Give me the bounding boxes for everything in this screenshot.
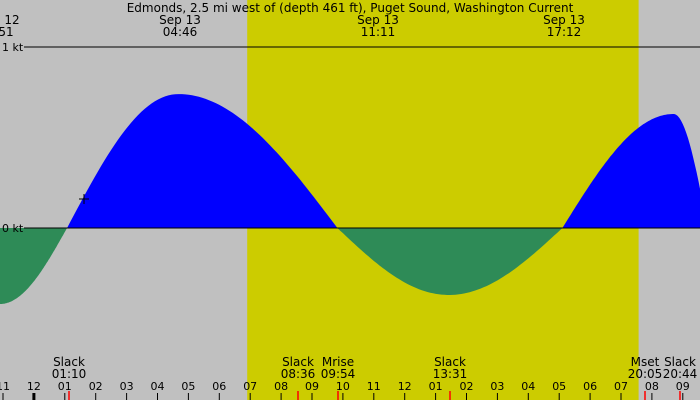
hour-tick-label: 05 (552, 380, 566, 393)
hour-tick-label: 03 (120, 380, 134, 393)
event-name: Mrise (322, 355, 354, 369)
reference-lines: 1 kt 0 kt (2, 41, 700, 235)
hour-ticks: 11 12 01 02 03 04 05 06 07 08 09 10 11 12 01 02 03 04 05 06… (0, 380, 690, 400)
chart-title: Edmonds, 2.5 mi west of (depth 461 ft), … (127, 1, 574, 15)
flood-area (67, 94, 338, 228)
top-label-line2: 51 (0, 25, 14, 39)
event-time: 09:54 (321, 367, 356, 381)
hour-tick-label: 11 (367, 380, 381, 393)
hour-tick-label: 12 (398, 380, 412, 393)
event-time: 13:31 (433, 367, 468, 381)
ebb-area (0, 228, 68, 304)
flood-area (562, 114, 700, 228)
top-label-line1: Sep 13 (357, 13, 399, 27)
current-areas (0, 94, 700, 304)
top-label-line1: Sep 13 (543, 13, 585, 27)
event-name: Mset (631, 355, 660, 369)
top-label-line2: 04:46 (163, 25, 198, 39)
event-time: 20:44 (663, 367, 698, 381)
y-reference-label: 1 kt (2, 41, 24, 54)
event-labels: Slack01:10Slack08:36Mrise09:54Slack13:31… (52, 355, 698, 400)
hour-tick-label: 08 (645, 380, 659, 393)
hour-tick-label: 01 (58, 380, 72, 393)
hour-tick-label: 06 (212, 380, 226, 393)
hour-tick-label: 03 (490, 380, 504, 393)
ebb-area (337, 228, 563, 295)
top-label-line1: Sep 13 (159, 13, 201, 27)
event-name: Slack (53, 355, 85, 369)
hour-tick-label: 08 (274, 380, 288, 393)
y-reference-label: 0 kt (2, 222, 24, 235)
hour-tick-label: 07 (243, 380, 257, 393)
hour-tick-label: 02 (89, 380, 103, 393)
hour-tick-label: 10 (336, 380, 350, 393)
hour-tick-label: 05 (181, 380, 195, 393)
hour-tick-label: 09 (305, 380, 319, 393)
event-name: Slack (664, 355, 696, 369)
hour-tick-label: 04 (521, 380, 535, 393)
hour-tick-label: 07 (614, 380, 628, 393)
hour-tick-label: 02 (460, 380, 474, 393)
hour-tick-label: 06 (583, 380, 597, 393)
hour-tick-label: 04 (151, 380, 165, 393)
event-time: 08:36 (281, 367, 316, 381)
event-name: Slack (282, 355, 314, 369)
hour-tick-label: 09 (676, 380, 690, 393)
event-time: 01:10 (52, 367, 87, 381)
hour-tick-label: 11 (0, 380, 10, 393)
hour-tick-label: 12 (27, 380, 41, 393)
top-label-line2: 17:12 (547, 25, 582, 39)
event-name: Slack (434, 355, 466, 369)
top-label-line2: 11:11 (361, 25, 396, 39)
hour-tick-label: 01 (429, 380, 443, 393)
event-time: 20:05 (628, 367, 663, 381)
top-label-line1: 12 (4, 13, 19, 27)
